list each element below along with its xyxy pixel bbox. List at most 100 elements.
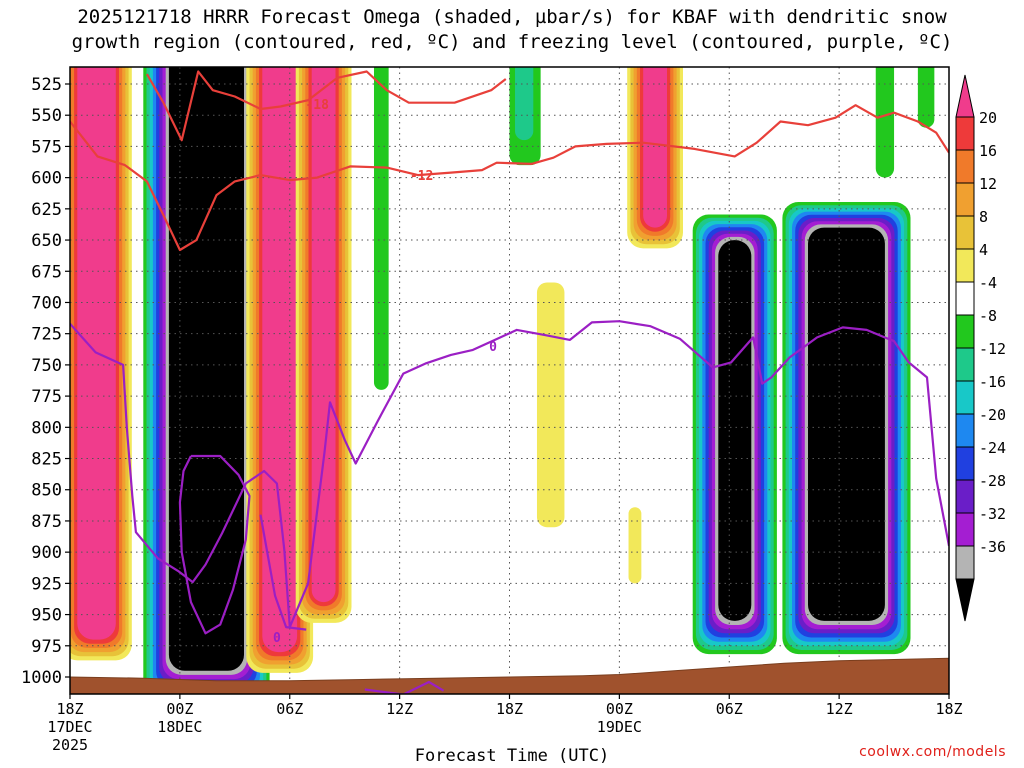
x-tick-label: 00Z — [606, 700, 633, 718]
temperature-contours: -18 -12 0 0 — [70, 70, 949, 694]
y-tick-label: 925 — [31, 574, 62, 594]
y-axis: 525 550 575 600 625 650 675 700 725 750 775 800 825 8… — [21, 75, 70, 688]
y-tick-label: 975 — [31, 637, 62, 657]
y-tick-label: 775 — [31, 387, 62, 407]
colorbar-label: 20 — [979, 109, 997, 127]
colorbar-swatch — [955, 281, 975, 316]
contour-line-1 — [145, 70, 507, 142]
contour-line-6 — [178, 454, 251, 635]
colorbar-label: -28 — [979, 472, 1006, 490]
x-tick-label: 18Z — [935, 700, 962, 718]
chart-title-line1: 2025121718 HRRR Forecast Omega (shaded, … — [77, 6, 947, 28]
contour-line-2 — [70, 104, 949, 252]
colorbar-swatch — [955, 314, 975, 349]
x-tick-label: 00Z — [166, 700, 193, 718]
x-tick-label: 12Z — [826, 700, 853, 718]
omega-shade-band — [628, 507, 642, 584]
colorbar-swatch — [955, 347, 975, 382]
x-tick-label: 06Z — [716, 700, 743, 718]
x-tick-label: 18Z — [496, 700, 523, 718]
colorbar-swatch — [955, 248, 975, 283]
x-year-label: 2025 — [52, 736, 88, 754]
x-tick-label: 12Z — [386, 700, 413, 718]
y-tick-label: 575 — [31, 137, 62, 157]
y-tick-label: 525 — [31, 75, 62, 95]
contour-label: 0 — [273, 631, 281, 646]
omega-shade-band — [536, 282, 565, 528]
y-tick-label: 900 — [31, 543, 62, 563]
colorbar-label: 4 — [979, 241, 988, 259]
omega-shade-band — [643, 67, 667, 228]
y-tick-label: 675 — [31, 262, 62, 282]
omega-shade-band — [808, 227, 885, 621]
colorbar-label: -20 — [979, 406, 1006, 424]
colorbar-swatch — [955, 149, 975, 184]
y-tick-label: 600 — [31, 169, 62, 189]
x-date-label: 19DEC — [597, 718, 642, 736]
x-tick-label: 18Z — [56, 700, 83, 718]
contour-line-4 — [259, 514, 307, 631]
colorbar-swatch — [955, 479, 975, 514]
colorbar-swatch — [955, 446, 975, 481]
colorbar-label: 8 — [979, 208, 988, 226]
y-tick-label: 950 — [31, 606, 62, 626]
x-tick-label: 06Z — [276, 700, 303, 718]
y-tick-label: 875 — [31, 512, 62, 532]
omega-shade-band — [514, 67, 534, 141]
omega-feature-1 — [70, 67, 132, 661]
omega-feature-5 — [627, 67, 683, 249]
y-tick-label: 725 — [31, 325, 62, 345]
omega-shade-band — [718, 240, 752, 621]
colorbar-label: -16 — [979, 373, 1006, 391]
omega-feature-4 — [295, 67, 352, 623]
omega-feature-2 — [143, 67, 270, 694]
omega-feature-7 — [782, 202, 911, 655]
colorbar-label: -24 — [979, 439, 1006, 457]
colorbar-swatch — [955, 182, 975, 217]
contour-line-5 — [364, 680, 445, 694]
contour-label: -12 — [410, 169, 433, 184]
omega-shade-band — [875, 67, 895, 178]
contour-label: 0 — [489, 340, 497, 355]
colorbar-label: -4 — [979, 274, 997, 292]
omega-shade-band — [311, 67, 336, 603]
colorbar-label: -12 — [979, 340, 1006, 358]
omega-shade-band — [262, 67, 298, 653]
colorbar-swatch — [955, 578, 975, 622]
y-tick-label: 825 — [31, 450, 62, 470]
colorbar-swatch — [955, 74, 975, 118]
y-tick-label: 750 — [31, 356, 62, 376]
omega-shade-band — [373, 67, 389, 390]
colorbar-label: -32 — [979, 505, 1006, 523]
colorbar-swatch — [955, 512, 975, 547]
colorbar-swatch — [955, 380, 975, 415]
y-tick-label: 625 — [31, 200, 62, 220]
x-date-label: 17DEC — [47, 718, 92, 736]
omega-feature-6 — [692, 214, 777, 655]
colorbar-label: -36 — [979, 538, 1006, 556]
colorbar-label: -8 — [979, 307, 997, 325]
y-tick-label: 650 — [31, 231, 62, 251]
colorbar-swatch — [955, 545, 975, 580]
y-tick-label: 850 — [31, 481, 62, 501]
contour-label: -18 — [305, 98, 329, 113]
omega-shading — [70, 67, 935, 694]
y-tick-label: 800 — [31, 418, 62, 438]
colorbar: 20 16 12 8 4 -4 -8 -12 -16 -20 -24 -28 -32 -36 — [955, 74, 1006, 622]
omega-shade-band — [917, 67, 935, 128]
colorbar-swatch — [955, 116, 975, 151]
y-tick-label: 1000 — [21, 668, 62, 688]
colorbar-label: 12 — [979, 175, 997, 193]
colorbar-label: 16 — [979, 142, 997, 160]
contour-line-3 — [70, 320, 949, 629]
terrain-ground — [69, 657, 950, 695]
x-axis-title: Forecast Time (UTC) — [414, 746, 610, 766]
x-date-label: 18DEC — [157, 718, 202, 736]
site-credit[interactable]: coolwx.com/models — [859, 744, 1006, 760]
chart-title-line2: growth region (contoured, red, ºC) and f… — [71, 31, 953, 53]
omega-shade-band — [168, 67, 244, 671]
colorbar-swatch — [955, 215, 975, 250]
gridlines — [70, 67, 949, 694]
